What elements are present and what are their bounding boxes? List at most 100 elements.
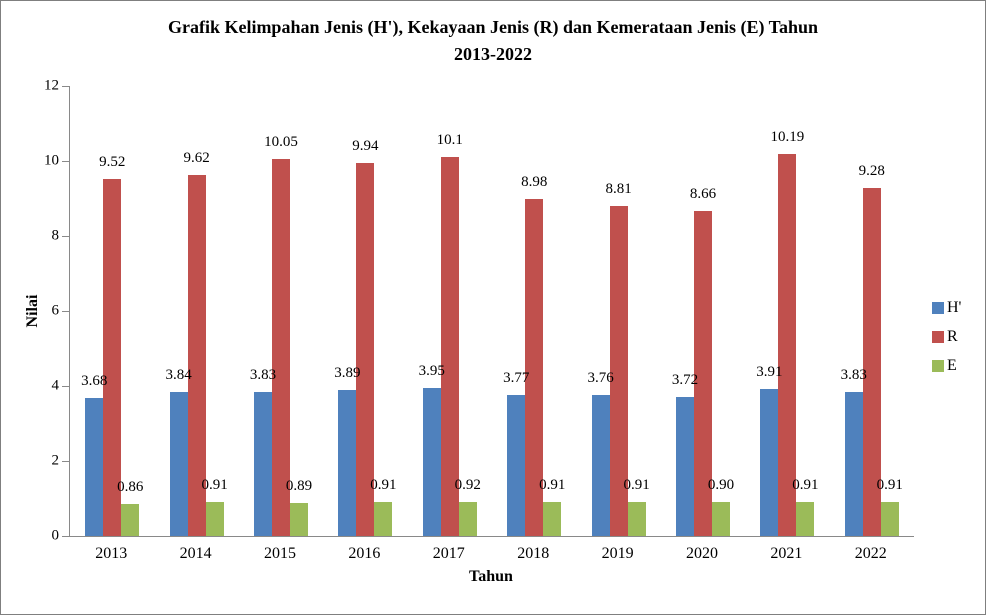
x-tick-label-2018: 2018 xyxy=(517,545,550,562)
bar-r-2015 xyxy=(271,159,290,536)
bar-group-2015: 3.83 10.05 0.89 xyxy=(239,86,323,536)
bar-data-label: 9.62 xyxy=(183,150,210,167)
bar-data-label: 0.91 xyxy=(623,476,650,493)
bar-data-label: 3.95 xyxy=(418,362,445,379)
bar-group-2019: 3.76 8.81 0.91 xyxy=(576,86,660,536)
x-tick-label-2017: 2017 xyxy=(432,545,465,562)
bar-data-label: 0.91 xyxy=(876,476,903,493)
bar-data-label: 3.91 xyxy=(756,364,783,381)
y-tick-label: 0 xyxy=(51,527,60,544)
y-tick-label: 8 xyxy=(51,227,60,244)
bar-data-label: 0.86 xyxy=(117,478,144,495)
bar-group-2020: 3.72 8.66 0.90 xyxy=(661,86,745,536)
bar-data-label: 8.98 xyxy=(521,174,548,191)
bar-data-label: 3.84 xyxy=(165,367,192,383)
bar-data-label: 0.91 xyxy=(201,476,228,493)
chart-title-line2: 2013-2022 xyxy=(454,44,532,64)
bar-r-2019 xyxy=(609,205,628,536)
bar-data-label: 10.05 xyxy=(264,134,298,151)
legend-item-r: R xyxy=(932,329,961,345)
bar-e-2017 xyxy=(458,501,477,536)
x-axis-title: Tahun xyxy=(469,568,513,585)
bar-h-2013 xyxy=(85,398,104,536)
bar-e-2014 xyxy=(205,501,224,536)
y-tick-mark xyxy=(62,536,69,537)
legend-swatch-icon xyxy=(932,302,944,314)
bar-group-2018: 3.77 8.98 0.91 xyxy=(492,86,576,536)
legend-swatch-icon xyxy=(932,360,944,372)
bar-group-2017: 3.95 10.1 0.92 xyxy=(408,86,492,536)
bar-data-label: 0.90 xyxy=(707,477,735,494)
bar-h-2019 xyxy=(591,395,610,536)
bar-data-label: 3.83 xyxy=(840,367,867,384)
y-tick-mark xyxy=(62,386,69,387)
bar-data-label: 0.91 xyxy=(792,476,819,493)
x-tick-label-2022: 2022 xyxy=(854,545,887,562)
x-tick-label-2013: 2013 xyxy=(95,545,128,562)
bar-r-2016 xyxy=(356,163,375,536)
y-tick-label: 10 xyxy=(44,152,59,169)
bar-r-2017 xyxy=(440,157,459,536)
x-tick-label-2021: 2021 xyxy=(770,545,803,562)
bar-e-2018 xyxy=(543,501,562,536)
legend-item-h: H' xyxy=(932,300,961,316)
x-tick-label-2014: 2014 xyxy=(179,545,212,562)
x-tick-label-2020: 2020 xyxy=(686,545,718,562)
bar-group-2022: 3.83 9.28 0.91 xyxy=(830,86,914,536)
bar-data-label: 9.52 xyxy=(99,154,126,170)
bar-data-label: 3.68 xyxy=(81,373,108,389)
plot-area: 3.68 9.52 0.86 3.84 9.62 0.91 3.83 10.05 0.89 3.8… xyxy=(69,86,914,537)
bar-data-label: 8.81 xyxy=(605,180,632,197)
bar-data-label: 3.83 xyxy=(249,367,277,384)
bar-group-2014: 3.84 9.62 0.91 xyxy=(154,86,238,536)
y-tick-mark xyxy=(62,311,69,312)
bar-h-2014 xyxy=(169,392,188,536)
bar-group-2021: 3.91 10.19 0.91 xyxy=(745,86,829,536)
y-tick-mark xyxy=(62,161,69,162)
bar-data-label: 3.89 xyxy=(334,365,361,382)
y-tick-label: 2 xyxy=(51,452,60,469)
bar-r-2021 xyxy=(778,153,797,536)
x-tick-label-2016: 2016 xyxy=(348,545,381,562)
bar-data-label: 10.1 xyxy=(436,132,463,149)
bar-data-label: 0.92 xyxy=(454,476,481,493)
y-tick-label: 12 xyxy=(44,77,59,94)
bar-r-2013 xyxy=(103,179,122,536)
y-tick-label: 6 xyxy=(51,302,60,319)
bar-r-2014 xyxy=(187,175,206,536)
bar-e-2013 xyxy=(121,503,140,536)
bar-data-label: 9.94 xyxy=(352,138,379,155)
bar-h-2015 xyxy=(253,392,272,536)
bar-r-2020 xyxy=(693,211,712,536)
bar-data-label: 3.77 xyxy=(503,369,530,386)
bar-h-2018 xyxy=(507,394,526,536)
y-tick-mark xyxy=(62,461,69,462)
bar-e-2021 xyxy=(796,501,815,536)
x-tick-label-2015: 2015 xyxy=(264,545,296,562)
bar-group-2016: 3.89 9.94 0.91 xyxy=(323,86,407,536)
bar-data-label: 0.91 xyxy=(539,476,566,493)
chart-title-line1: Grafik Kelimpahan Jenis (H'), Kekayaan J… xyxy=(167,17,819,37)
bar-h-2022 xyxy=(844,392,863,536)
bar-data-label: 10.19 xyxy=(770,128,805,145)
x-tick-label-2019: 2019 xyxy=(601,545,634,562)
legend-label: H' xyxy=(947,299,962,316)
bar-e-2019 xyxy=(627,501,646,536)
bar-e-2015 xyxy=(289,502,308,536)
legend: H' R E xyxy=(932,300,961,387)
bar-h-2017 xyxy=(422,387,441,536)
bar-r-2022 xyxy=(862,188,881,536)
bar-h-2021 xyxy=(760,389,779,536)
legend-label: E xyxy=(947,357,957,374)
bar-h-2016 xyxy=(338,390,357,536)
bar-e-2022 xyxy=(880,501,899,536)
bar-data-label: 3.72 xyxy=(671,371,699,388)
bar-e-2020 xyxy=(711,502,730,536)
bar-data-label: 0.89 xyxy=(285,477,313,494)
bar-data-label: 3.76 xyxy=(587,370,614,386)
bar-r-2018 xyxy=(525,199,544,536)
y-tick-label: 4 xyxy=(51,377,60,394)
y-tick-mark xyxy=(62,236,69,237)
bar-group-2013: 3.68 9.52 0.86 xyxy=(70,86,154,536)
